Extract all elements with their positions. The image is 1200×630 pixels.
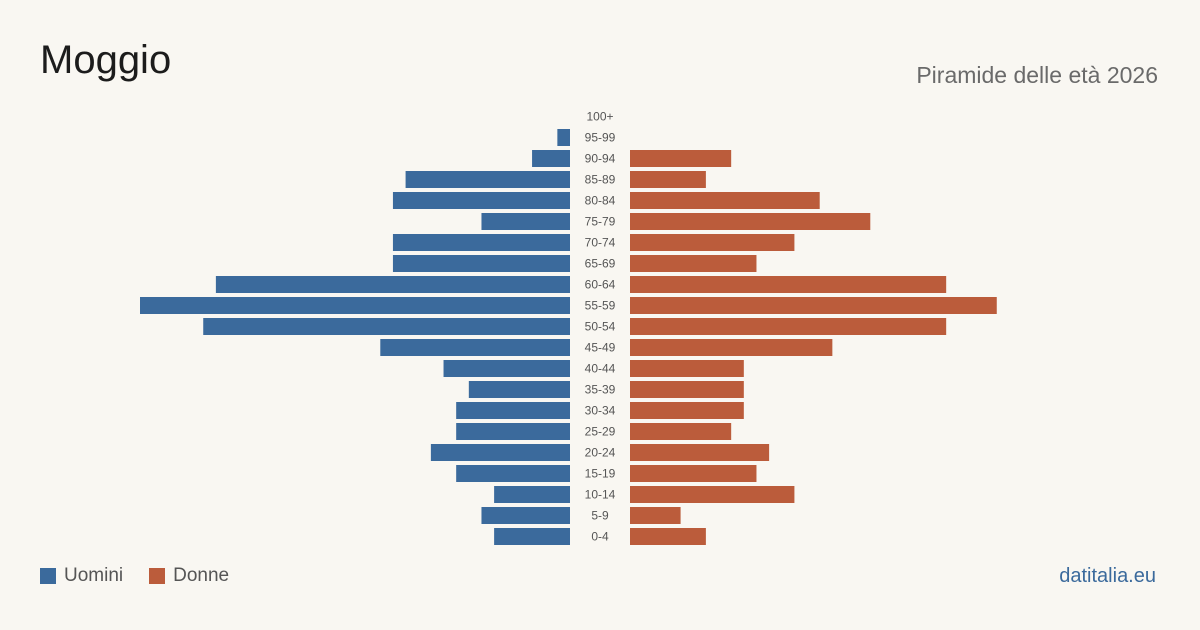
bar-women-80-84 xyxy=(630,192,820,209)
age-group-label: 80-84 xyxy=(585,194,616,208)
age-group-label: 95-99 xyxy=(585,131,616,145)
age-group-label: 100+ xyxy=(586,110,613,124)
age-group-label: 60-64 xyxy=(585,278,616,292)
legend-item-men: Uomini xyxy=(40,565,123,587)
age-group-label: 0-4 xyxy=(591,530,609,544)
age-group-label: 45-49 xyxy=(585,341,616,355)
age-group-label: 75-79 xyxy=(585,215,616,229)
bar-women-15-19 xyxy=(630,465,757,482)
bar-men-95-99 xyxy=(557,129,570,146)
age-group-label: 35-39 xyxy=(585,383,616,397)
bar-women-60-64 xyxy=(630,276,947,293)
bar-women-65-69 xyxy=(630,255,757,272)
bar-men-50-54 xyxy=(203,318,570,335)
bar-women-55-59 xyxy=(630,297,997,314)
legend-swatch-men xyxy=(40,568,56,584)
age-group-label: 15-19 xyxy=(585,467,616,481)
bar-women-25-29 xyxy=(630,423,732,440)
age-group-label: 55-59 xyxy=(585,299,616,313)
bar-men-80-84 xyxy=(392,192,570,209)
bar-men-15-19 xyxy=(456,465,570,482)
bar-men-85-89 xyxy=(405,171,570,188)
age-group-label: 5-9 xyxy=(591,509,609,523)
age-group-label: 70-74 xyxy=(585,236,616,250)
bar-women-45-49 xyxy=(630,339,833,356)
bar-men-45-49 xyxy=(380,339,570,356)
bar-men-90-94 xyxy=(532,150,570,167)
legend: Uomini Donne xyxy=(40,565,229,587)
bar-women-20-24 xyxy=(630,444,770,461)
bar-men-75-79 xyxy=(481,213,570,230)
bar-women-85-89 xyxy=(630,171,706,188)
bar-women-30-34 xyxy=(630,402,744,419)
bar-men-10-14 xyxy=(494,486,570,503)
bar-men-5-9 xyxy=(481,507,570,524)
bar-men-70-74 xyxy=(392,234,570,251)
legend-label-men: Uomini xyxy=(64,565,124,586)
bar-men-35-39 xyxy=(468,381,570,398)
bar-women-90-94 xyxy=(630,150,732,167)
bar-women-70-74 xyxy=(630,234,795,251)
bar-women-50-54 xyxy=(630,318,947,335)
bar-men-55-59 xyxy=(140,297,570,314)
bar-men-60-64 xyxy=(215,276,570,293)
age-group-label: 90-94 xyxy=(585,152,616,166)
chart-title: Moggio xyxy=(40,38,172,82)
age-group-label: 50-54 xyxy=(585,320,616,334)
bar-women-75-79 xyxy=(630,213,871,230)
bar-women-35-39 xyxy=(630,381,744,398)
population-pyramid-chart: 100+ 95-99 90-94 85-89 80-84 75-79 70-74 65-69 6… xyxy=(140,110,997,545)
bar-women-5-9 xyxy=(630,507,681,524)
age-group-label: 20-24 xyxy=(585,446,616,460)
bar-men-25-29 xyxy=(456,423,570,440)
age-group-label: 30-34 xyxy=(585,404,616,418)
age-group-label: 65-69 xyxy=(585,257,616,271)
bar-men-65-69 xyxy=(392,255,570,272)
site-link[interactable]: datitalia.eu xyxy=(1059,565,1156,587)
legend-item-women: Donne xyxy=(149,565,229,587)
age-group-label: 10-14 xyxy=(585,488,616,502)
age-group-label: 85-89 xyxy=(585,173,616,187)
bar-men-40-44 xyxy=(443,360,570,377)
legend-label-women: Donne xyxy=(173,565,230,586)
bar-men-30-34 xyxy=(456,402,570,419)
bar-women-0-4 xyxy=(630,528,706,545)
age-group-label: 40-44 xyxy=(585,362,616,376)
chart-subtitle: Piramide delle età 2026 xyxy=(916,62,1158,88)
age-group-label: 25-29 xyxy=(585,425,616,439)
bar-women-10-14 xyxy=(630,486,795,503)
legend-swatch-women xyxy=(149,568,166,584)
bar-men-20-24 xyxy=(430,444,570,461)
bar-men-0-4 xyxy=(494,528,570,545)
bar-women-40-44 xyxy=(630,360,744,377)
